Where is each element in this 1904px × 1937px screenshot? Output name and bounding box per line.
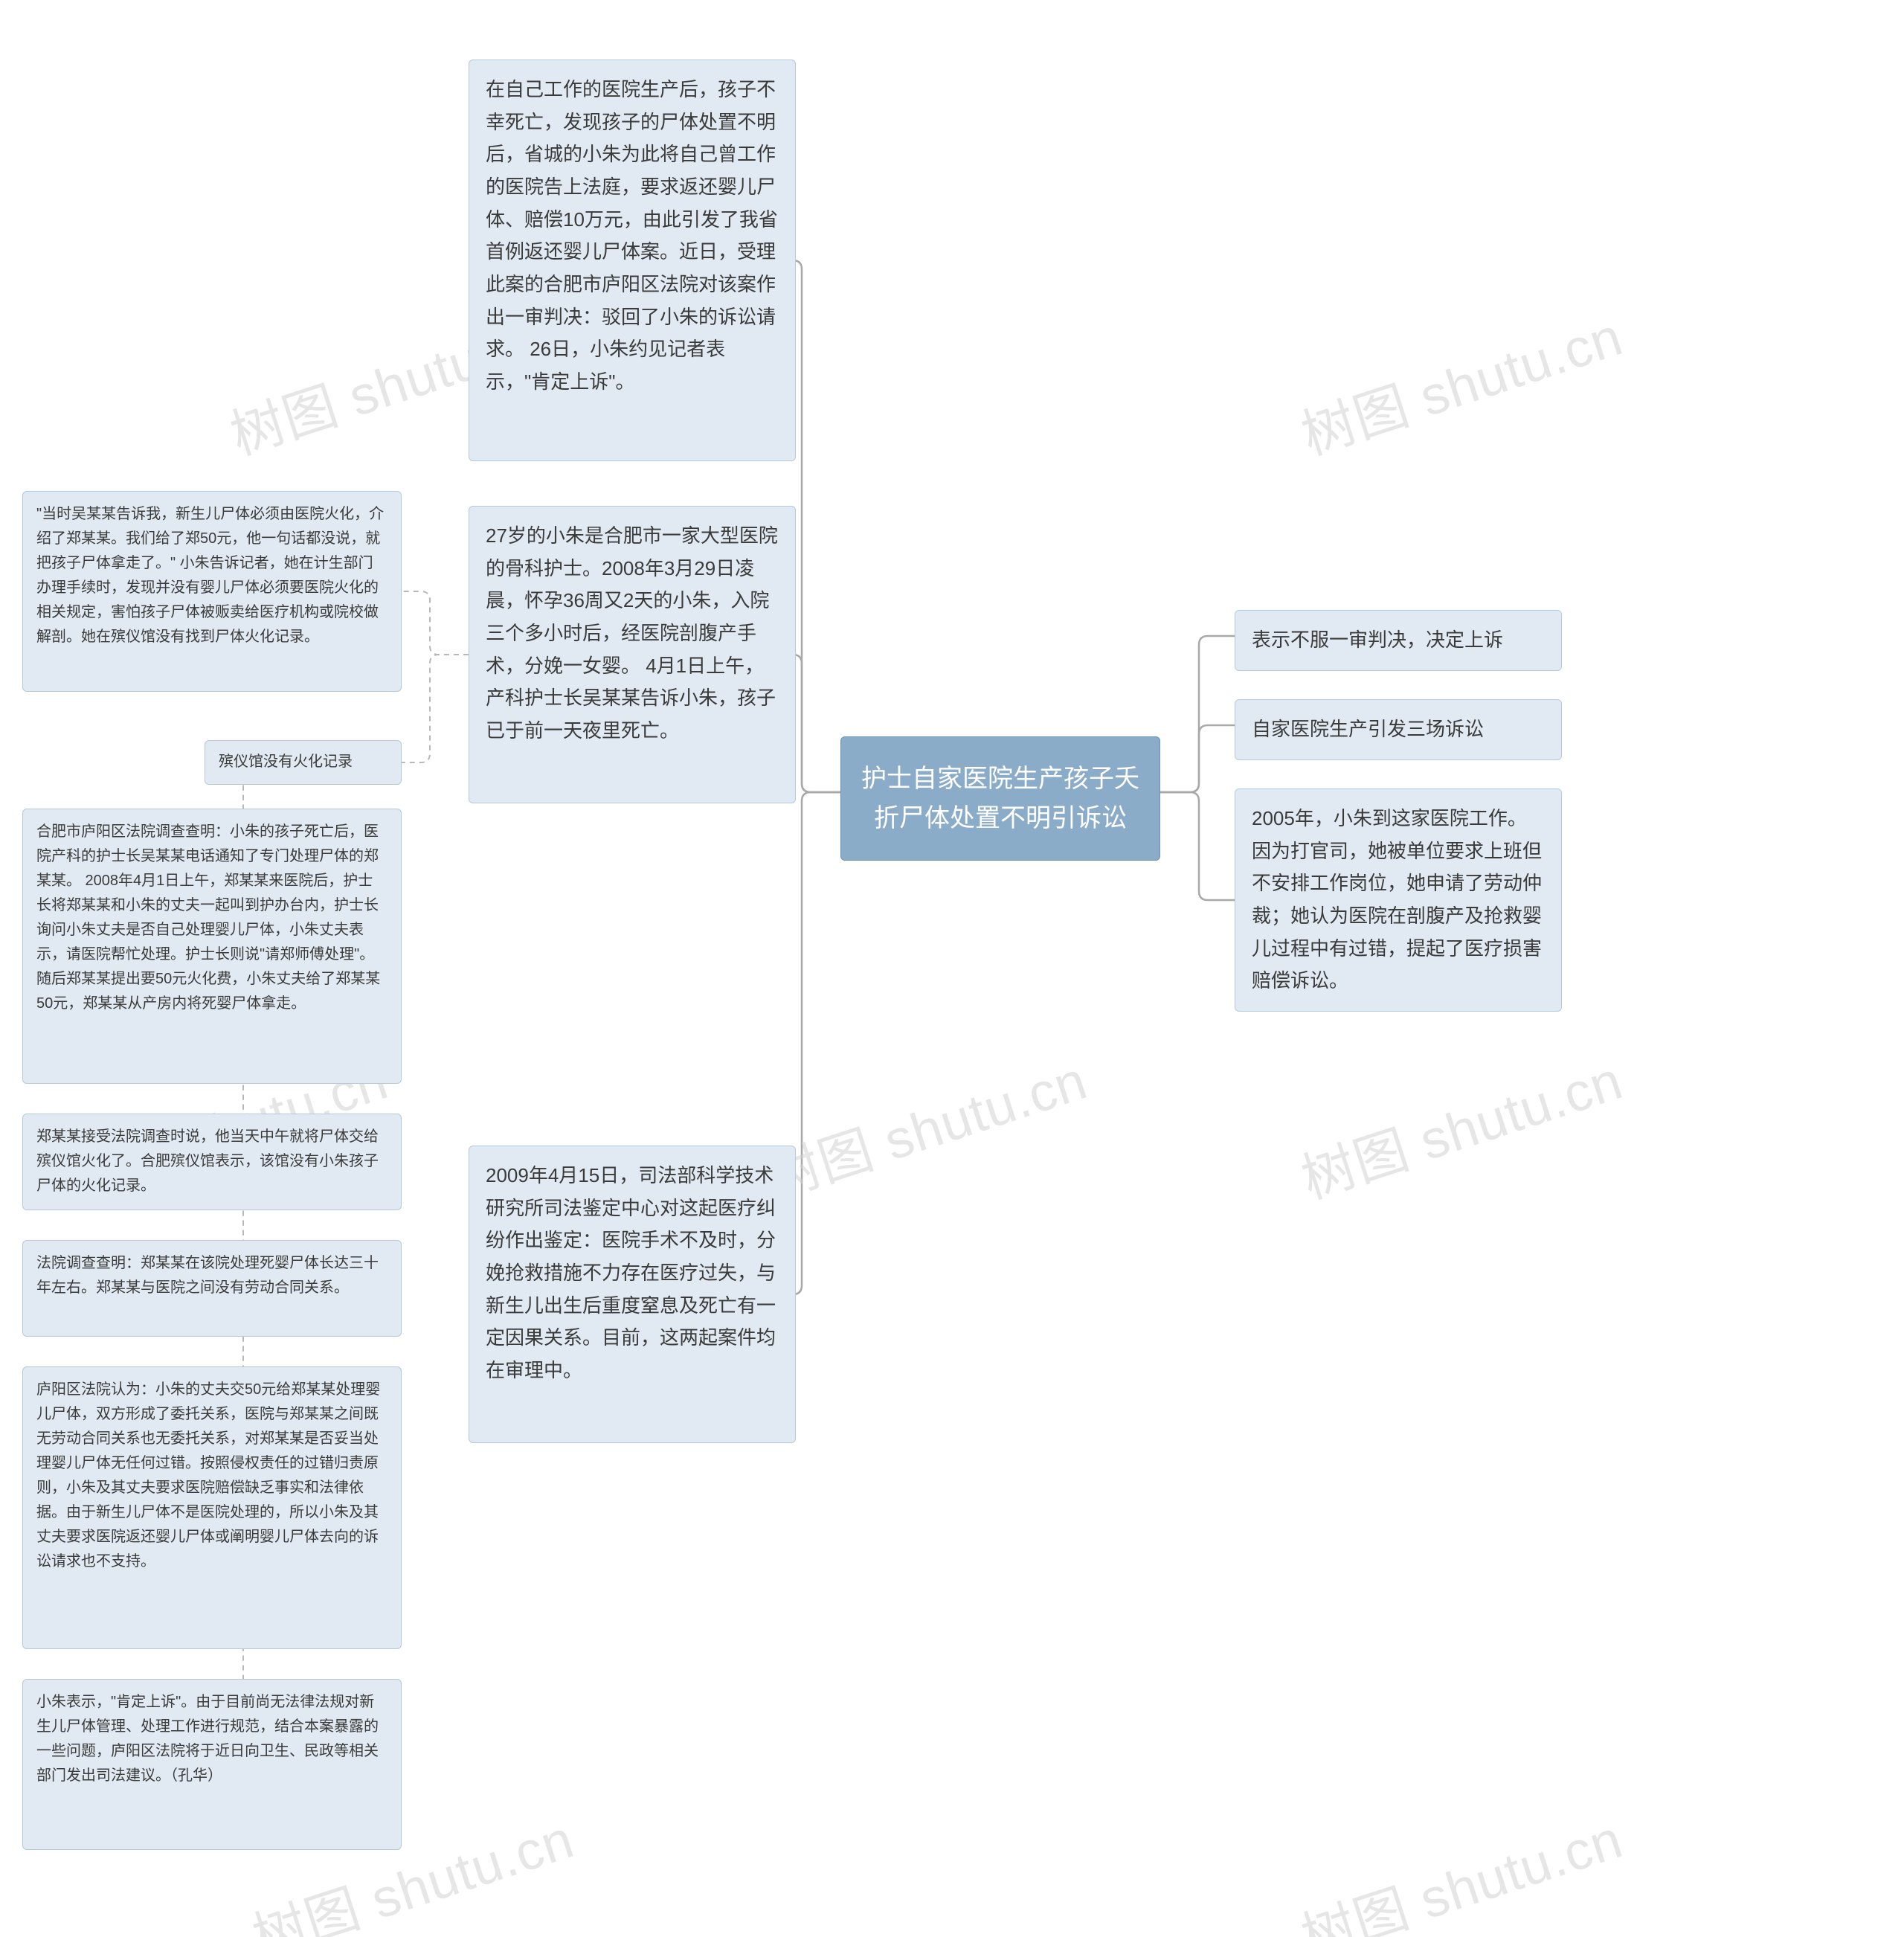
mindmap-node-left-sub-item-2[interactable]: 法院调查查明：郑某某在该院处理死婴尸体长达三十年左右。郑某某与医院之间没有劳动合… xyxy=(22,1240,402,1337)
watermark: 树图 shutu.cn xyxy=(1290,1036,1631,1213)
connector-line xyxy=(1160,725,1235,792)
mindmap-node-right-1[interactable]: 自家医院生产引发三场诉讼 xyxy=(1235,699,1562,760)
mindmap-node-left-2[interactable]: 2009年4月15日，司法部科学技术研究所司法鉴定中心对这起医疗纠纷作出鉴定：医… xyxy=(469,1146,796,1443)
connector-line xyxy=(1160,792,1235,900)
watermark: 树图 shutu.cn xyxy=(1290,1795,1631,1937)
mindmap-node-left-1[interactable]: 27岁的小朱是合肥市一家大型医院的骨科护士。2008年3月29日凌晨，怀孕36周… xyxy=(469,506,796,803)
mindmap-node-left-0[interactable]: 在自己工作的医院生产后，孩子不幸死亡，发现孩子的尸体处置不明后，省城的小朱为此将… xyxy=(469,60,796,461)
connector-line xyxy=(793,655,840,792)
mindmap-node-right-0[interactable]: 表示不服一审判决，决定上诉 xyxy=(1235,610,1562,671)
mindmap-node-left-sub-item-0[interactable]: 合肥市庐阳区法院调查查明：小朱的孩子死亡后，医院产科的护士长吴某某电话通知了专门… xyxy=(22,809,402,1084)
connector-line xyxy=(793,792,840,1294)
mindmap-node-left-sub-item-3[interactable]: 庐阳区法院认为：小朱的丈夫交50元给郑某某处理婴儿尸体，双方形成了委托关系，医院… xyxy=(22,1366,402,1649)
watermark: 树图 shutu.cn xyxy=(755,1036,1096,1213)
mindmap-node-left-sub-item-4[interactable]: 小朱表示，"肯定上诉"。由于目前尚无法律法规对新生儿尸体管理、处理工作进行规范，… xyxy=(22,1679,402,1850)
connector-line xyxy=(793,260,840,792)
mindmap-node-left-sub-heading[interactable]: 殡仪馆没有火化记录 xyxy=(205,740,402,785)
mindmap-node-left-sub-item-1[interactable]: 郑某某接受法院调查时说，他当天中午就将尸体交给殡仪馆火化了。合肥殡仪馆表示，该馆… xyxy=(22,1114,402,1210)
mindmap-node-right-2[interactable]: 2005年，小朱到这家医院工作。因为打官司，她被单位要求上班但不安排工作岗位，她… xyxy=(1235,788,1562,1012)
mindmap-node-left-sub-0[interactable]: "当时吴某某告诉我，新生儿尸体必须由医院火化，介绍了郑某某。我们给了郑50元，他… xyxy=(22,491,402,692)
connector-line xyxy=(1160,636,1235,792)
watermark: 树图 shutu.cn xyxy=(1290,292,1631,469)
connector-line xyxy=(402,591,469,655)
connector-line xyxy=(402,655,469,762)
mindmap-root-node[interactable]: 护士自家医院生产孩子夭折尸体处置不明引诉讼 xyxy=(840,736,1160,861)
